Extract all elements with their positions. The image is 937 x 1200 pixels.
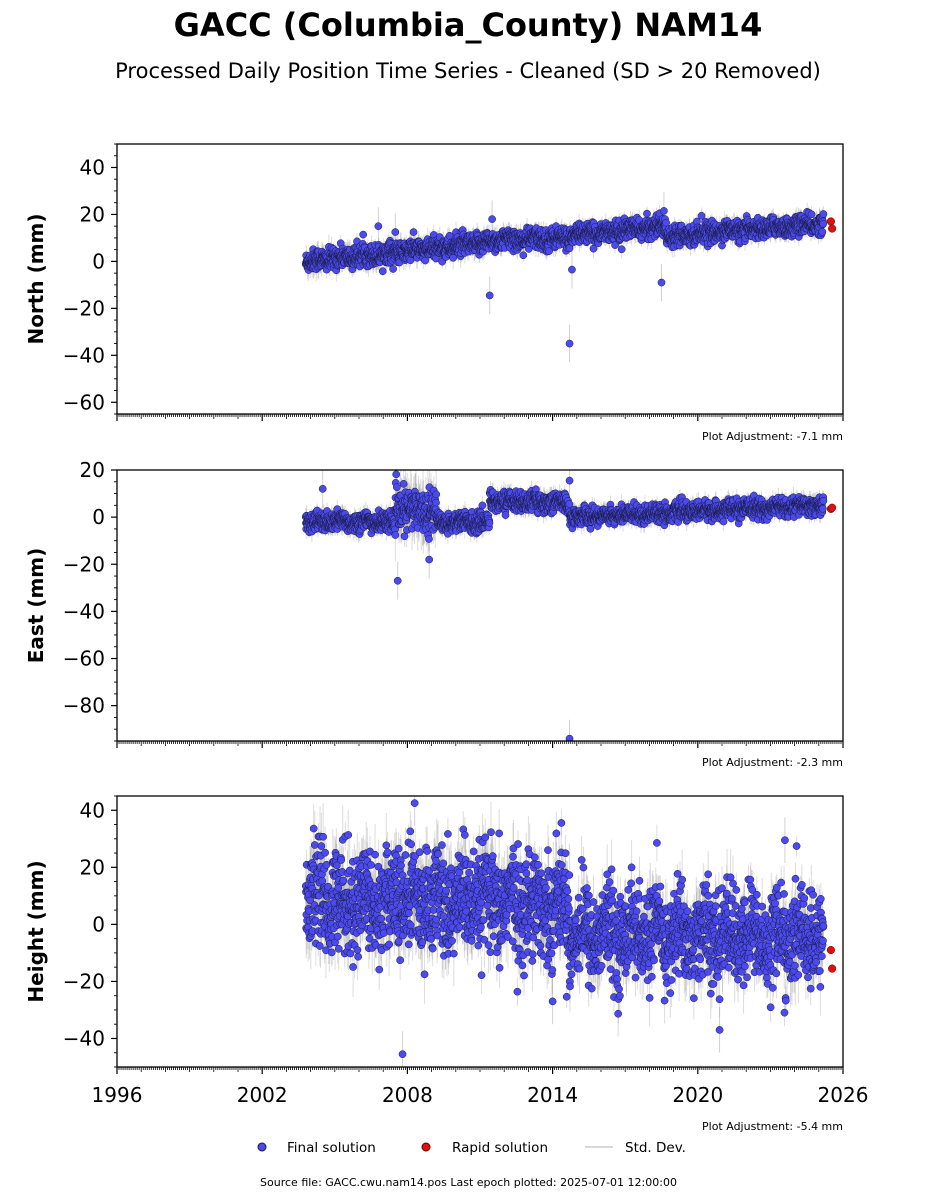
final-point [807,210,816,219]
final-point [617,245,626,254]
final-point-outlier [374,222,383,231]
y-tick-label: −40 [63,343,105,367]
final-point [421,256,430,265]
final-point [519,251,528,260]
final-point [662,218,670,227]
final-point-outlier [657,278,666,287]
final-point [697,211,706,220]
final-point [819,210,828,218]
final-point [359,230,368,239]
final-point [611,241,619,249]
final-point [378,267,387,276]
final-point [389,265,397,273]
axes-frame [116,143,844,415]
final-point-outlier [660,207,668,215]
final-point [818,227,827,236]
y-tick-label: 40 [80,155,105,179]
y-tick-label: 0 [92,249,105,273]
final-point-outlier [391,228,400,236]
final-point [643,209,651,218]
final-point-outlier [565,339,574,348]
final-point-outlier [488,215,496,223]
y-tick-label: 20 [80,202,105,226]
final-point [819,219,828,228]
chart-subtitle: Processed Daily Position Time Series - C… [115,59,821,83]
chart-title: GACC (Columbia_County) NAM14 [174,6,763,44]
final-point-outlier [568,265,576,274]
final-solution-points [301,207,828,348]
final-point [409,228,418,236]
y-tick-label: −20 [63,296,105,320]
y-tick-label: −60 [63,390,105,414]
rapid-point [828,224,837,233]
final-point [545,247,553,255]
final-point-outlier [485,291,494,300]
rapid-point [826,217,835,226]
